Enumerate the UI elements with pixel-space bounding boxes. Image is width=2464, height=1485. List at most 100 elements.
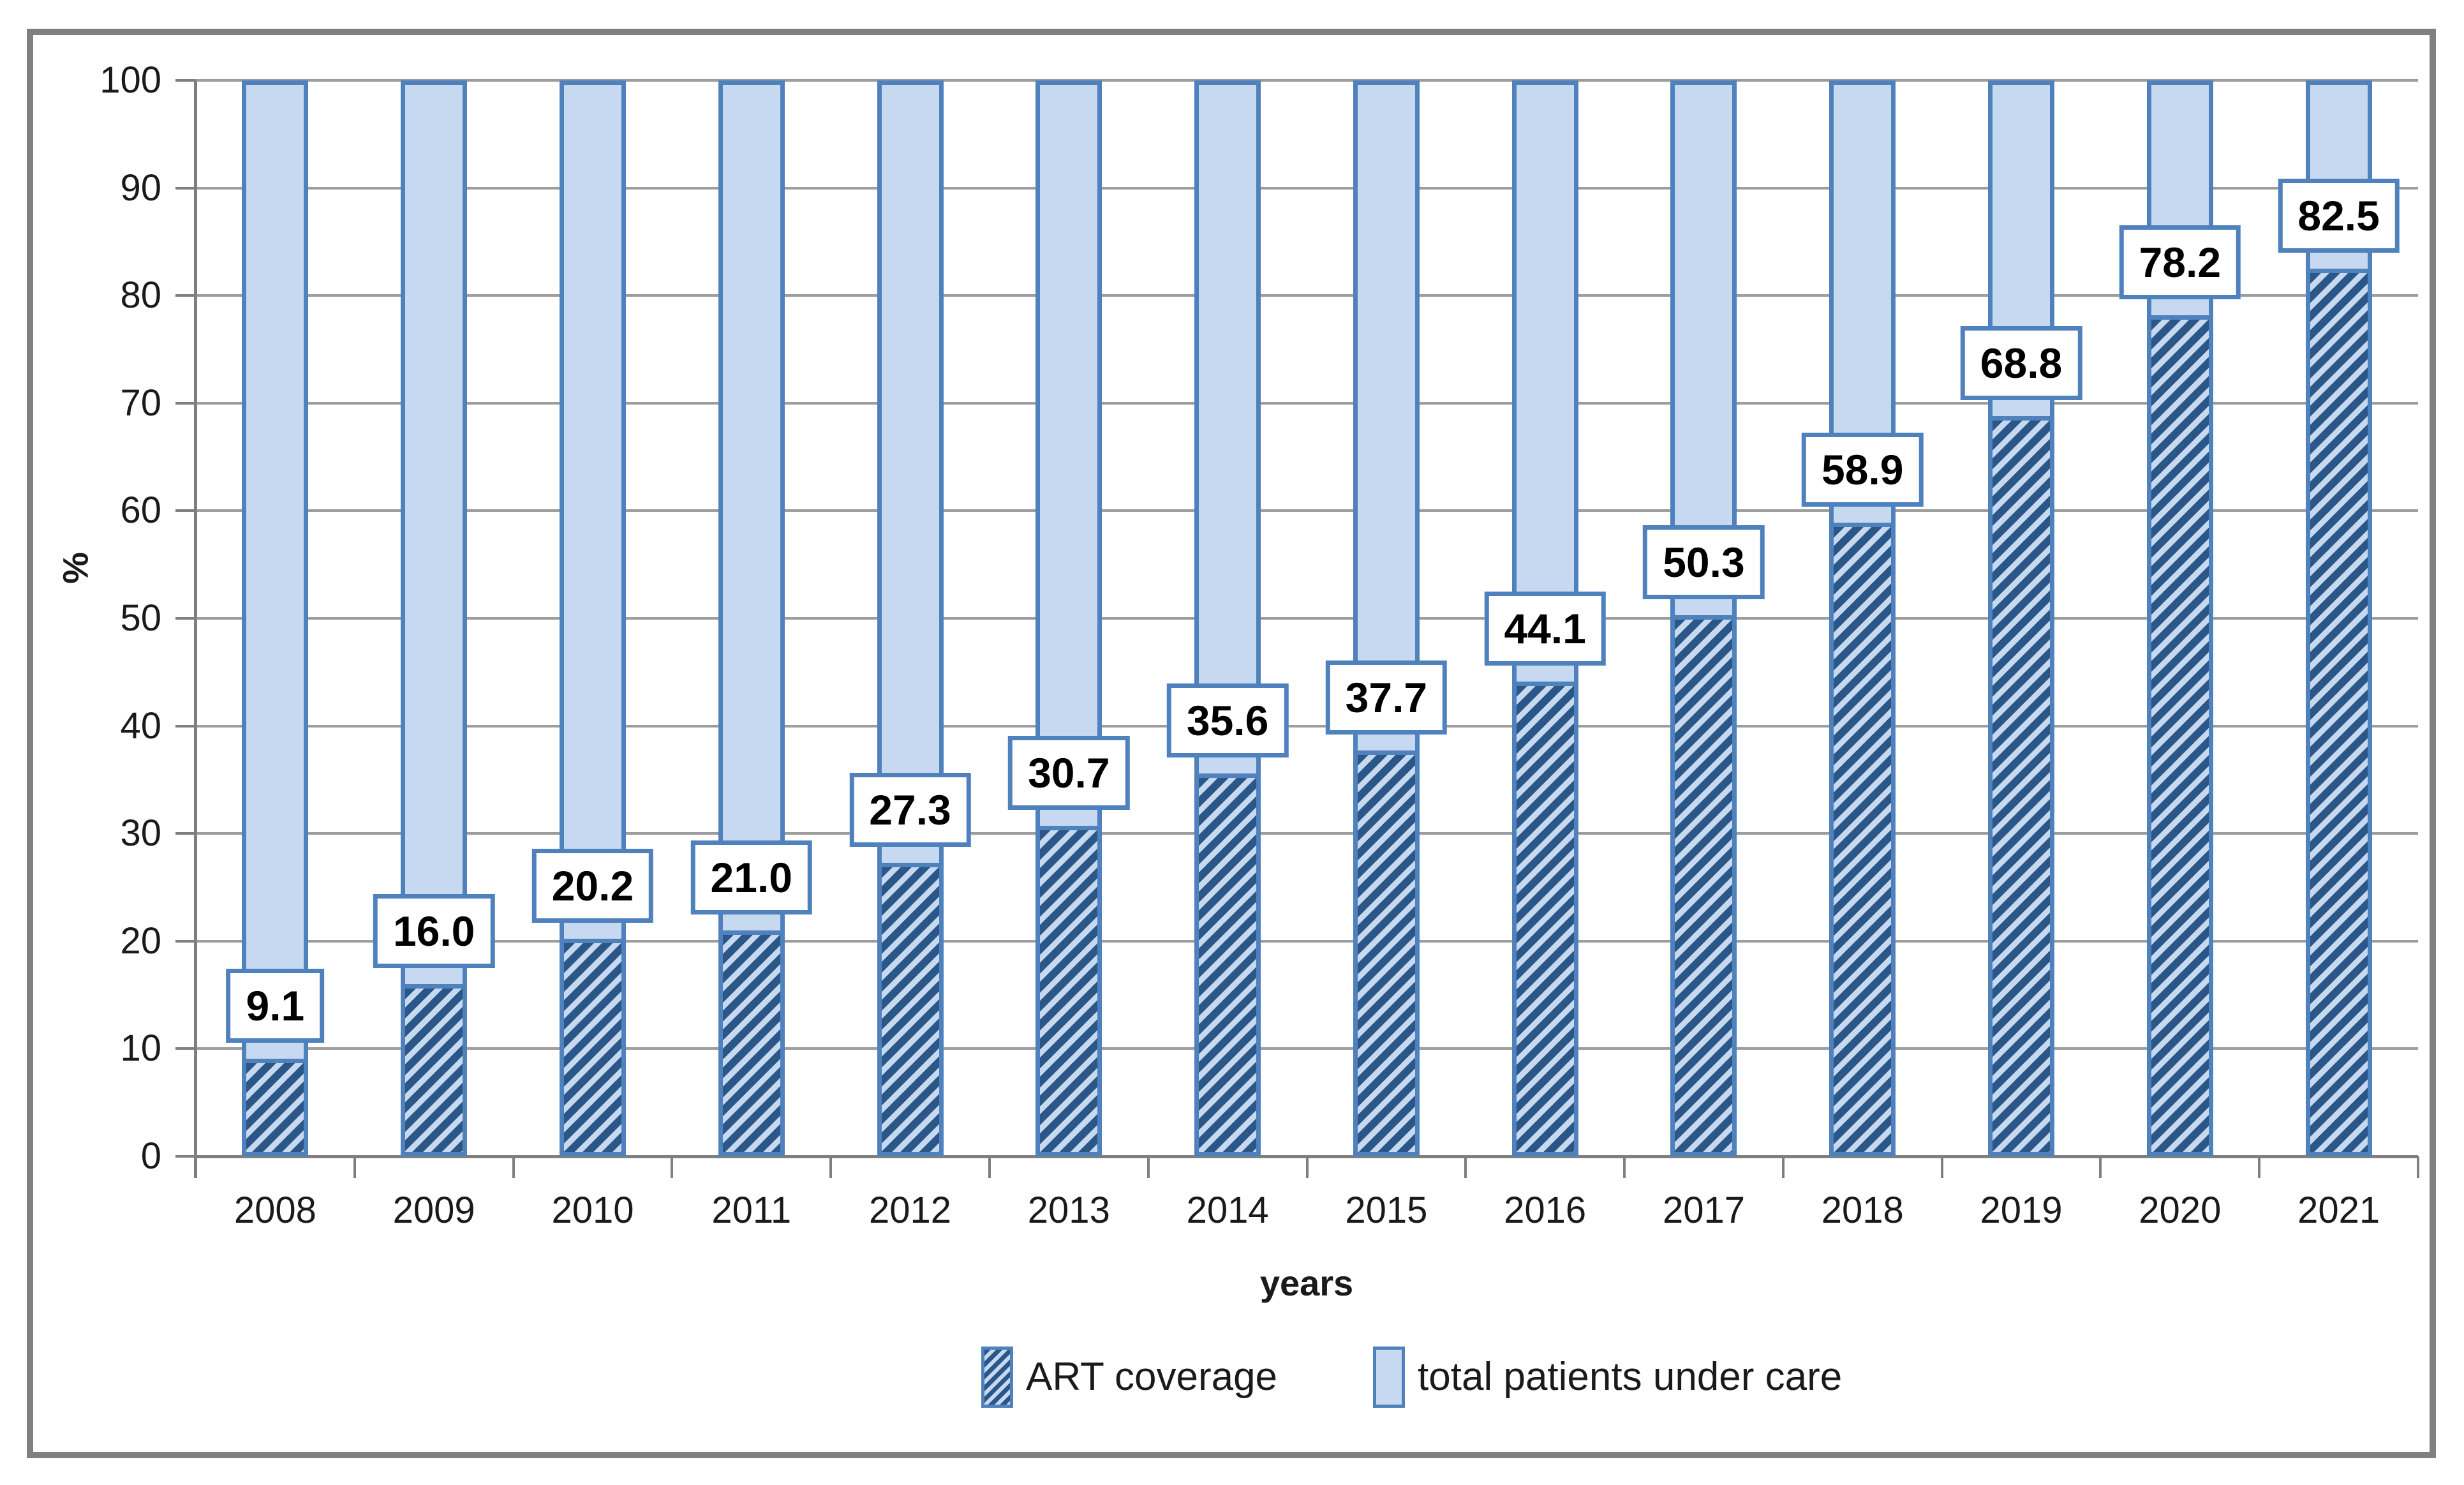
- data-label-2021: 82.5: [2278, 179, 2400, 253]
- bar-art-coverage-2018: [1829, 523, 1896, 1156]
- x-tick-1: [353, 1156, 356, 1178]
- gridline-80: [196, 294, 2418, 297]
- bar-art-coverage-2012: [877, 863, 944, 1156]
- bar-total-patients-2009: [401, 80, 468, 1156]
- legend-label-art-coverage: ART coverage: [1026, 1355, 1278, 1399]
- y-tick-30: [175, 832, 196, 835]
- x-tick-label-2009: 2009: [392, 1190, 475, 1231]
- gridline-20: [196, 939, 2418, 943]
- y-tick-70: [175, 401, 196, 405]
- data-label-2014: 35.6: [1166, 683, 1289, 757]
- data-label-2017: 50.3: [1643, 525, 1765, 599]
- y-tick-60: [175, 509, 196, 512]
- gridline-50: [196, 617, 2418, 620]
- y-tick-label-60: 60: [120, 489, 161, 532]
- x-tick-6: [1147, 1156, 1150, 1178]
- x-tick-label-2014: 2014: [1186, 1190, 1269, 1231]
- data-label-2018: 58.9: [1802, 432, 1924, 507]
- y-tick-label-0: 0: [140, 1135, 161, 1177]
- x-tick-label-2018: 2018: [1821, 1190, 1904, 1231]
- data-label-2012: 27.3: [849, 772, 971, 847]
- bar-art-coverage-2015: [1353, 750, 1420, 1156]
- x-tick-13: [2258, 1156, 2261, 1178]
- bar-art-coverage-2010: [559, 939, 626, 1156]
- y-tick-label-70: 70: [120, 382, 161, 424]
- x-tick-label-2019: 2019: [1980, 1190, 2063, 1231]
- x-tick-7: [1305, 1156, 1309, 1178]
- legend-swatch-art-coverage: [981, 1347, 1013, 1408]
- x-tick-label-2012: 2012: [869, 1190, 952, 1231]
- bar-art-coverage-2014: [1194, 773, 1261, 1156]
- x-tick-10: [1781, 1156, 1785, 1178]
- x-tick-label-2016: 2016: [1504, 1190, 1587, 1231]
- x-tick-label-2010: 2010: [551, 1190, 634, 1231]
- bar-art-coverage-2021: [2305, 269, 2372, 1156]
- x-tick-label-2008: 2008: [234, 1190, 316, 1231]
- data-label-2019: 68.8: [1960, 326, 2082, 401]
- gridline-40: [196, 724, 2418, 728]
- data-label-2009: 16.0: [373, 894, 495, 969]
- bar-art-coverage-2013: [1035, 826, 1102, 1156]
- gridline-30: [196, 832, 2418, 835]
- gridline-60: [196, 509, 2418, 512]
- y-tick-label-20: 20: [120, 920, 161, 962]
- y-tick-40: [175, 724, 196, 728]
- y-tick-label-100: 100: [100, 59, 161, 101]
- y-tick-10: [175, 1047, 196, 1050]
- bar-art-coverage-2020: [2146, 315, 2213, 1156]
- data-label-2016: 44.1: [1484, 592, 1606, 666]
- x-tick-label-2020: 2020: [2139, 1190, 2222, 1231]
- gridline-10: [196, 1047, 2418, 1050]
- x-tick-4: [829, 1156, 833, 1178]
- data-label-2011: 21.0: [690, 840, 812, 914]
- x-tick-label-2015: 2015: [1345, 1190, 1428, 1231]
- data-label-2010: 20.2: [531, 849, 654, 923]
- y-tick-label-90: 90: [120, 167, 161, 209]
- gridline-70: [196, 401, 2418, 405]
- gridline-100: [196, 79, 2418, 82]
- legend-label-total-patients: total patients under care: [1418, 1355, 1843, 1399]
- bar-art-coverage-2017: [1670, 615, 1737, 1156]
- x-axis-title: years: [1259, 1263, 1354, 1303]
- y-tick-label-10: 10: [120, 1027, 161, 1070]
- y-tick-90: [175, 186, 196, 190]
- y-tick-50: [175, 617, 196, 620]
- legend: ART coverage total patients under care: [981, 1347, 1842, 1408]
- y-tick-0: [175, 1155, 196, 1158]
- x-axis-line: [196, 1155, 2418, 1158]
- y-tick-100: [175, 79, 196, 82]
- x-tick-12: [2099, 1156, 2102, 1178]
- legend-swatch-total-patients: [1373, 1347, 1406, 1408]
- x-tick-5: [988, 1156, 991, 1178]
- x-tick-11: [1940, 1156, 1943, 1178]
- data-label-2020: 78.2: [2119, 225, 2241, 299]
- x-tick-14: [2417, 1156, 2419, 1178]
- bar-art-coverage-2019: [1988, 416, 2055, 1156]
- legend-item-art-coverage: ART coverage: [981, 1347, 1277, 1408]
- x-tick-8: [1464, 1156, 1467, 1178]
- data-label-2008: 9.1: [226, 968, 325, 1043]
- x-tick-label-2017: 2017: [1662, 1190, 1745, 1231]
- bar-art-coverage-2008: [242, 1059, 309, 1156]
- legend-item-total-patients: total patients under care: [1373, 1347, 1842, 1408]
- gridline-90: [196, 186, 2418, 190]
- y-tick-20: [175, 939, 196, 943]
- x-tick-3: [671, 1156, 674, 1178]
- y-tick-80: [175, 294, 196, 297]
- data-label-2013: 30.7: [1008, 736, 1130, 810]
- x-tick-label-2013: 2013: [1027, 1190, 1110, 1231]
- x-tick-2: [512, 1156, 515, 1178]
- bar-art-coverage-2011: [718, 930, 785, 1156]
- y-tick-label-80: 80: [120, 274, 161, 317]
- y-tick-label-40: 40: [120, 705, 161, 747]
- x-tick-label-2011: 2011: [711, 1190, 792, 1231]
- x-tick-label-2021: 2021: [2297, 1190, 2380, 1231]
- y-axis-title: %: [55, 552, 96, 584]
- y-tick-label-30: 30: [120, 812, 161, 854]
- bar-art-coverage-2016: [1511, 682, 1578, 1156]
- x-tick-9: [1623, 1156, 1626, 1178]
- bar-art-coverage-2009: [401, 984, 468, 1156]
- data-label-2015: 37.7: [1325, 660, 1448, 735]
- y-axis-line: [194, 80, 197, 1178]
